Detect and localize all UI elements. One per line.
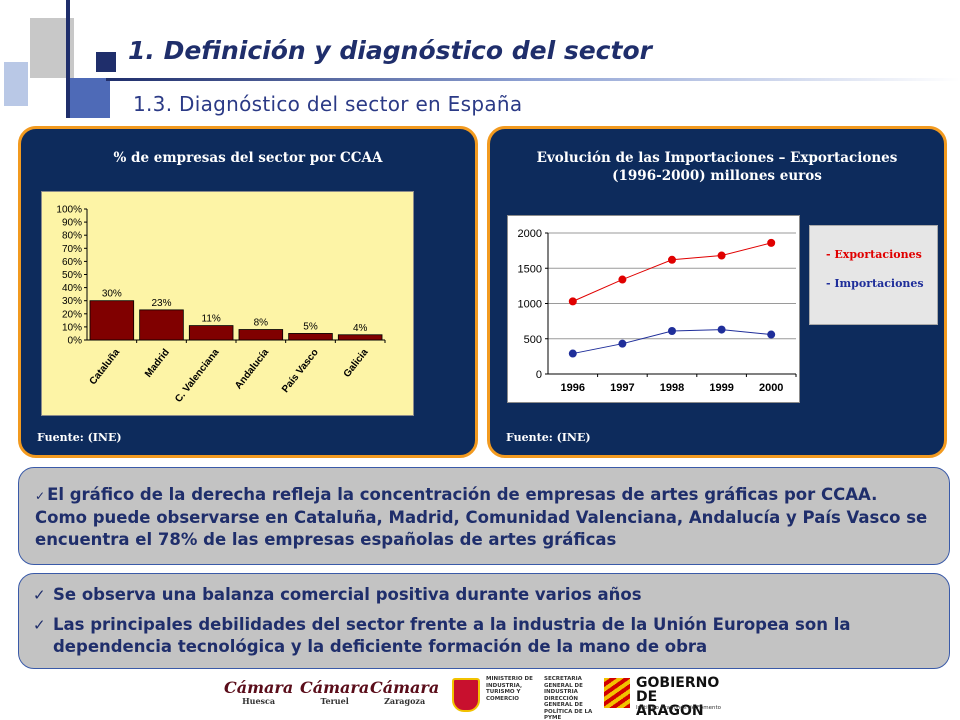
y-tick-label: 0% <box>68 336 83 347</box>
bar-data-label: 11% <box>202 314 221 325</box>
y-tick-label: 50% <box>62 270 82 281</box>
aragon-emblem-icon <box>604 678 630 708</box>
bar-chart-title: % de empresas del sector por CCAA <box>113 150 383 166</box>
note-box-1: ✓ El gráfico de la derecha refleja la con… <box>18 467 950 565</box>
y-tick-label: 70% <box>62 244 82 255</box>
x-tick-label: Madrid <box>143 347 172 380</box>
bar-data-label: 23% <box>151 298 171 309</box>
bar <box>238 329 284 341</box>
x-tick-label: 1997 <box>610 382 634 394</box>
x-tick-label: Cataluña <box>88 347 123 387</box>
bar-chart-area: 0% 10% 20% 30% 40% 50% 60% 70% 80% 90% 100% 30% Cata… <box>41 191 414 416</box>
x-tick-label: 1996 <box>561 382 585 394</box>
data-point-importaciones <box>568 349 577 358</box>
bullet-item: ✓ Se observa una balanza comercial posit… <box>33 584 933 606</box>
x-tick-label: C. Valenciana <box>173 347 222 405</box>
bar-chart-panel: % de empresas del sector por CCAA 0% 10% 2… <box>18 126 478 458</box>
data-point-importaciones <box>717 325 726 334</box>
bar <box>337 334 383 341</box>
checkmark-icon: ✓ <box>35 489 46 503</box>
header-rule <box>106 78 960 81</box>
bar-data-label: 30% <box>102 289 122 300</box>
x-tick-label: 1999 <box>709 382 733 394</box>
checkmark-icon: ✓ <box>33 586 46 604</box>
ministerio-logo: MINISTERIO DE INDUSTRIA, TURISMO Y COMER… <box>452 676 592 720</box>
bar <box>188 325 234 341</box>
header-decoration <box>4 62 28 106</box>
y-tick-label: 90% <box>62 218 82 229</box>
data-point-exportaciones <box>767 238 776 247</box>
gobierno-aragon-logo: GOBIERNO DE ARAGON Instituto Aragonés de… <box>604 676 724 718</box>
legend-exportaciones: - Exportaciones <box>826 248 922 261</box>
y-tick-label: 2000 <box>518 228 542 240</box>
bar-data-label: 8% <box>254 318 269 329</box>
data-point-importaciones <box>767 330 776 339</box>
y-tick-label: 1500 <box>518 263 542 275</box>
bar <box>288 333 333 341</box>
bar-chart: 0% 10% 20% 30% 40% 50% 60% 70% 80% 90% 100% 30% Cata… <box>56 205 386 405</box>
camara-huesca-logo: Cámara Huesca <box>224 678 294 706</box>
y-tick-label: 500 <box>524 334 542 346</box>
y-tick-label: 10% <box>62 322 82 333</box>
bar-data-label: 4% <box>353 323 368 334</box>
data-point-exportaciones <box>717 251 726 260</box>
data-point-importaciones <box>668 326 676 335</box>
x-tick-label: 2000 <box>759 382 783 394</box>
y-tick-label: 0 <box>536 369 542 381</box>
y-tick-label: 1000 <box>518 299 542 311</box>
data-point-exportaciones <box>618 275 627 284</box>
bar <box>89 300 135 341</box>
data-point-exportaciones <box>568 297 577 306</box>
note-box-2: ✓ Se observa una balanza comercial posit… <box>18 573 950 669</box>
series-line-exportaciones <box>572 242 772 302</box>
line-chart-legend: - Exportaciones - Importaciones <box>809 225 938 325</box>
page-title: 1. Definición y diagnóstico del sector <box>128 36 652 65</box>
x-tick-label: Galicia <box>342 347 371 380</box>
x-tick-label: País Vasco <box>280 347 321 395</box>
line-chart-panel: Evolución de las Importaciones – Exporta… <box>487 126 947 458</box>
y-tick-label: 80% <box>62 231 82 242</box>
bullet-text: Se observa una balanza comercial positiv… <box>53 585 642 604</box>
header-decoration <box>96 52 116 72</box>
x-tick-label: 1998 <box>660 382 684 394</box>
y-tick-label: 30% <box>62 296 82 307</box>
bullet-text: Las principales debilidades del sector f… <box>53 615 851 656</box>
y-tick-label: 100% <box>56 205 82 216</box>
line-chart-title: Evolución de las Importaciones – Exporta… <box>536 150 898 184</box>
bar <box>139 309 184 341</box>
camara-zaragoza-logo: Cámara Zaragoza <box>370 678 440 706</box>
footer-logos: Cámara Huesca Cámara Teruel Cámara Zarag… <box>0 672 960 720</box>
header-decoration <box>66 0 70 118</box>
camara-teruel-logo: Cámara Teruel <box>300 678 370 706</box>
bullet-item: ✓ Las principales debilidades del sector… <box>33 614 933 658</box>
data-point-exportaciones <box>668 255 676 264</box>
legend-importaciones: - Importaciones <box>826 277 924 290</box>
y-tick-label: 60% <box>62 257 82 268</box>
y-tick-label: 20% <box>62 309 82 320</box>
bar-data-label: 5% <box>303 321 318 332</box>
line-chart: 0 500 1000 1500 2000 1996 1997 1998 1999 2000 <box>518 228 797 394</box>
y-tick-label: 40% <box>62 283 82 294</box>
header-decoration <box>70 78 110 118</box>
line-chart-source: Fuente: (INE) <box>506 431 591 444</box>
checkmark-icon: ✓ <box>33 616 46 634</box>
x-tick-label: Andalucía <box>233 347 271 392</box>
bar-chart-source: Fuente: (INE) <box>37 431 122 444</box>
note-text: El gráfico de la derecha refleja la conc… <box>35 485 928 549</box>
data-point-importaciones <box>618 339 627 348</box>
coat-of-arms-icon <box>452 678 480 712</box>
line-chart-area: 0 500 1000 1500 2000 1996 1997 1998 1999 2000 <box>507 215 800 403</box>
page-subtitle: 1.3. Diagnóstico del sector en España <box>133 92 523 116</box>
